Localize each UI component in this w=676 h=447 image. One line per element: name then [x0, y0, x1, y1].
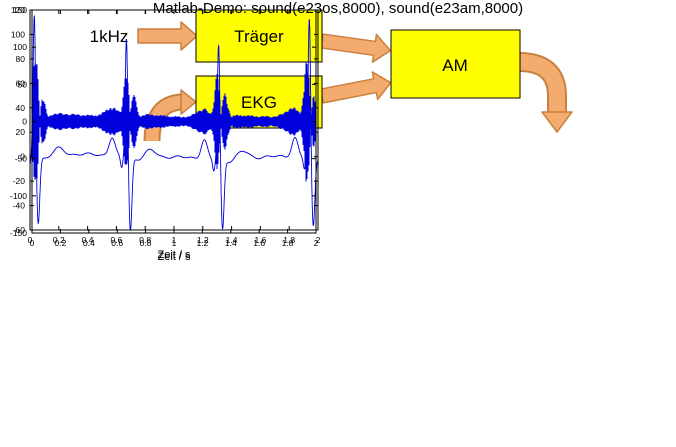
am-block: AM — [390, 29, 521, 99]
y-tick-label: 20 — [16, 127, 26, 137]
y-tick-label: 0 — [22, 117, 27, 127]
x-tick-label: 0.2 — [54, 238, 66, 248]
y-tick-label: -100 — [10, 191, 27, 201]
x-tick-label: 1.6 — [253, 238, 265, 248]
am-label: AM — [442, 56, 468, 75]
traeger-label: Träger — [234, 27, 284, 46]
x-tick-label: 1.8 — [282, 238, 294, 248]
x-tick-label: 0 — [28, 235, 33, 245]
x-tick-label: 1.6 — [254, 235, 266, 245]
x-tick-label: 0.8 — [140, 238, 152, 248]
arrow-traeger-to-am-icon — [320, 33, 392, 63]
x-tick-label: 0 — [30, 238, 35, 248]
x-tick-label: 0.6 — [111, 238, 123, 248]
x-tick-label: 0.2 — [53, 235, 65, 245]
arrow-1khz-to-traeger-icon — [137, 21, 198, 51]
y-tick-label: -150 — [10, 228, 27, 238]
x-tick-label: 1 — [172, 238, 177, 248]
x-tick-label: 0.6 — [110, 235, 122, 245]
input-frequency-label: 1kHz — [90, 27, 129, 46]
x-tick-label: 1.4 — [225, 238, 237, 248]
ekg-chart: Zeit / s 0 0.2 0.4 0.6 0.8 1 1.2 1.4 1.6 1.8 2-60-… — [11, 5, 321, 261]
traeger-block: Träger — [195, 9, 323, 63]
arrow-am-output-icon — [518, 52, 573, 133]
y-tick-label: -60 — [13, 225, 26, 235]
am-chart: Zeit / s 0 0.2 0.4 0.6 0.8 1 1.2 1.4 1.6 1.8 2 -150… — [10, 5, 319, 263]
x-tick-label: 1.2 — [196, 238, 208, 248]
y-tick-label: 150 — [13, 5, 27, 15]
y-tick-label: 80 — [16, 54, 26, 64]
x-tick-label: 1.4 — [226, 235, 238, 245]
y-tick-label: 100 — [11, 29, 25, 39]
matlab-demo-caption: Matlab-Demo: sound(e23os,8000), sound(e2… — [152, 0, 524, 17]
x-tick-label: 0.4 — [82, 235, 94, 245]
y-tick-label: 0 — [20, 152, 25, 162]
x-tick-label: 2 — [314, 238, 319, 248]
x-tick-label: 1 — [172, 235, 177, 245]
ekg-xaxis-label: Zeit / s — [157, 249, 191, 261]
y-tick-label: 100 — [13, 42, 27, 52]
x-tick-label: 0.4 — [83, 238, 95, 248]
y-tick-label: 50 — [18, 79, 28, 89]
ekg-trace — [29, 15, 319, 231]
x-tick-label: 1.2 — [197, 235, 209, 245]
x-tick-label: 0.8 — [139, 235, 151, 245]
arrow-ekg-to-am-icon — [319, 71, 392, 104]
y-tick-label: 40 — [16, 103, 26, 113]
ekg-label: EKG — [241, 93, 277, 112]
x-tick-label: 2 — [316, 235, 321, 245]
am-trace — [32, 61, 316, 182]
y-tick-label: -20 — [13, 176, 26, 186]
y-tick-label: -50 — [15, 154, 28, 164]
y-tick-label: -40 — [13, 201, 26, 211]
x-tick-label: 1.8 — [283, 235, 295, 245]
arrow-input-to-ekg-icon — [143, 89, 197, 142]
y-tick-label: 120 — [11, 5, 25, 15]
am-xaxis-label: Zeit / s — [157, 251, 191, 263]
y-tick-label: 60 — [16, 78, 26, 88]
